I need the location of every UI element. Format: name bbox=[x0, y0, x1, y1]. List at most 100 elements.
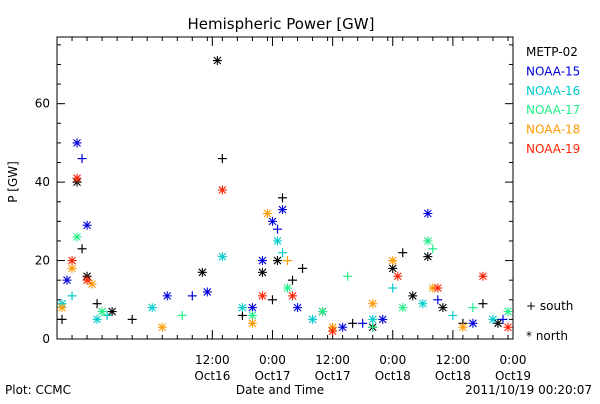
x-tick-label-time: 0:00 bbox=[500, 353, 527, 367]
star-stroke bbox=[489, 315, 497, 324]
noaa-17-south-point bbox=[468, 303, 478, 313]
hemisphere-legend-entry: * north bbox=[526, 329, 568, 343]
star-stroke bbox=[148, 303, 157, 312]
noaa-15-south-point bbox=[272, 224, 282, 234]
noaa-17-south-point bbox=[428, 244, 438, 254]
star-stroke bbox=[308, 315, 317, 324]
star-stroke bbox=[278, 205, 287, 214]
metp-02-north-point bbox=[438, 303, 448, 313]
star-stroke bbox=[68, 256, 76, 265]
noaa-17-north-point bbox=[423, 236, 433, 246]
star-stroke bbox=[248, 303, 257, 312]
star-stroke bbox=[248, 319, 257, 328]
noaa-15-north-point bbox=[247, 303, 257, 313]
star-stroke bbox=[88, 280, 96, 288]
noaa-16-south-point bbox=[67, 291, 77, 301]
noaa-15-north-point bbox=[202, 287, 212, 297]
metp-02-north-point bbox=[493, 318, 503, 328]
noaa-15-north-point bbox=[62, 275, 72, 285]
star-stroke bbox=[263, 209, 272, 218]
y-tick-label: 60 bbox=[35, 97, 50, 111]
x-tick-label-date: Oct19 bbox=[495, 369, 531, 383]
x-tick-label-time: 12:00 bbox=[195, 353, 230, 367]
noaa-19-north-point bbox=[72, 173, 82, 183]
noaa-19-north-point bbox=[503, 322, 513, 332]
star-stroke bbox=[93, 315, 101, 324]
star-stroke bbox=[108, 307, 117, 316]
noaa-18-north-point bbox=[247, 318, 257, 328]
noaa-15-north-point bbox=[378, 314, 388, 324]
x-tick-label-date: Oct17 bbox=[254, 369, 290, 383]
x-tick-label-date: Oct16 bbox=[194, 369, 230, 383]
noaa-15-north-point bbox=[257, 256, 267, 266]
noaa-15-north-point bbox=[267, 216, 277, 226]
star-stroke bbox=[423, 237, 432, 245]
noaa-15-north-point bbox=[293, 303, 303, 313]
x-tick-label-time: 12:00 bbox=[315, 353, 350, 367]
x-tick-label-date: Oct18 bbox=[375, 369, 411, 383]
star-stroke bbox=[218, 252, 227, 261]
noaa-18-north-point bbox=[67, 263, 77, 273]
noaa-17-north-point bbox=[72, 232, 82, 242]
noaa-17-north-point bbox=[97, 307, 107, 317]
star-stroke bbox=[283, 284, 292, 292]
noaa-16-north-point bbox=[418, 299, 428, 309]
star-stroke bbox=[158, 323, 167, 332]
noaa-18-south-point bbox=[283, 256, 293, 266]
noaa-16-north-point bbox=[368, 314, 378, 324]
data-markers bbox=[57, 56, 513, 336]
noaa-15-south-point bbox=[358, 318, 368, 328]
star-stroke bbox=[288, 291, 297, 300]
star-stroke bbox=[398, 303, 407, 312]
star-stroke bbox=[479, 272, 487, 281]
star-stroke bbox=[258, 256, 267, 265]
x-axis-label: Date and Time bbox=[236, 383, 324, 397]
metp-02-south-point bbox=[237, 310, 247, 320]
star-stroke bbox=[258, 268, 267, 277]
footer-timestamp: 2011/10/19 00:20:07 bbox=[465, 383, 592, 397]
legend-entry: NOAA-17 bbox=[526, 103, 580, 117]
noaa-15-south-point bbox=[77, 154, 87, 164]
metp-02-south-point bbox=[478, 299, 488, 309]
noaa-18-north-point bbox=[388, 256, 398, 266]
star-stroke bbox=[418, 299, 427, 308]
star-stroke bbox=[438, 303, 447, 312]
star-stroke bbox=[63, 276, 71, 285]
y-tick-label: 40 bbox=[35, 175, 50, 189]
star-stroke bbox=[318, 307, 327, 316]
metp-02-south-point bbox=[348, 318, 358, 328]
footer-plot-credit: Plot: CCMC bbox=[5, 383, 71, 397]
star-stroke bbox=[163, 291, 172, 300]
star-stroke bbox=[273, 256, 282, 265]
noaa-19-north-point bbox=[328, 326, 338, 336]
noaa-15-north-point bbox=[423, 208, 433, 218]
noaa-17-north-point bbox=[318, 307, 328, 317]
metp-02-south-point bbox=[92, 299, 102, 309]
noaa-16-north-point bbox=[488, 314, 498, 324]
star-stroke bbox=[98, 307, 106, 316]
noaa-16-south-point bbox=[388, 283, 398, 293]
star-stroke bbox=[68, 264, 76, 273]
star-stroke bbox=[338, 323, 347, 332]
noaa-16-south-point bbox=[448, 310, 458, 320]
noaa-17-north-point bbox=[283, 283, 293, 293]
noaa-18-north-point bbox=[262, 208, 272, 218]
noaa-17-south-point bbox=[177, 310, 187, 320]
legend-entry: NOAA-19 bbox=[526, 142, 580, 156]
star-stroke bbox=[293, 303, 302, 312]
noaa-16-north-point bbox=[217, 252, 227, 262]
y-tick-label: 0 bbox=[42, 332, 50, 346]
star-stroke bbox=[213, 56, 222, 65]
noaa-15-north-point bbox=[338, 322, 348, 332]
star-stroke bbox=[273, 237, 282, 245]
star-stroke bbox=[203, 288, 212, 296]
noaa-17-north-point bbox=[503, 307, 513, 317]
legend-entry: NOAA-15 bbox=[526, 64, 580, 78]
star-stroke bbox=[393, 272, 402, 281]
metp-02-south-point bbox=[77, 244, 87, 254]
star-stroke bbox=[58, 303, 66, 312]
noaa-17-north-point bbox=[398, 303, 408, 313]
star-stroke bbox=[433, 284, 442, 292]
